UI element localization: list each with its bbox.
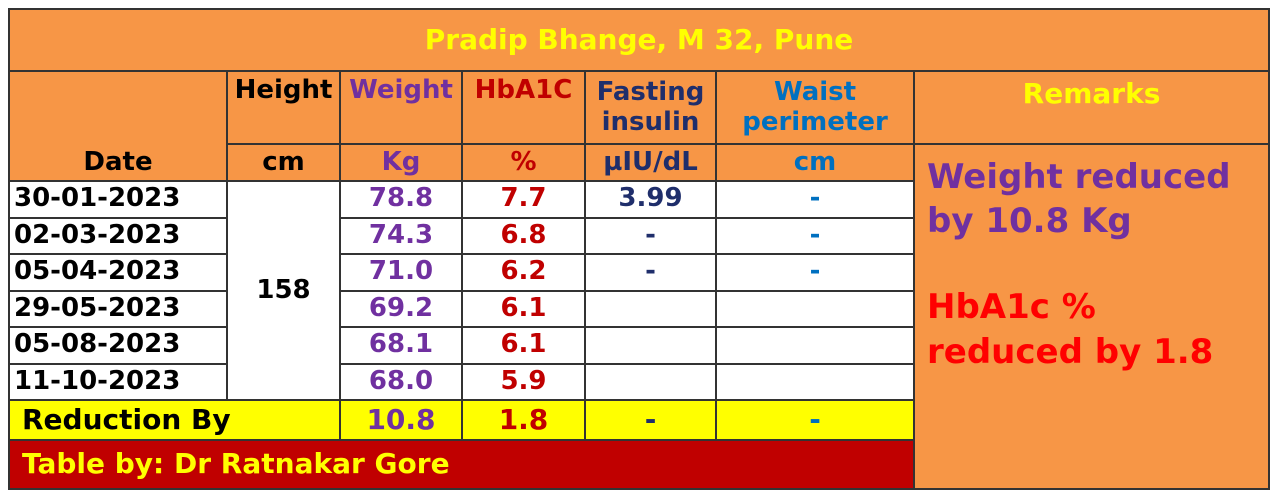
row-hba1c-cell: 5.9	[463, 364, 586, 401]
height-value: 158	[228, 182, 341, 401]
remark-weight: Weight reduced by 10.8 Kg	[927, 157, 1231, 242]
reduction-waist: -	[717, 401, 915, 441]
reduction-label: Reduction By	[10, 401, 341, 441]
row-date-cell: 05-04-2023	[10, 255, 228, 292]
reduction-weight: 10.8	[341, 401, 463, 441]
row-waist-cell: -	[717, 182, 915, 219]
header-date-label: Date	[83, 147, 153, 178]
results-table: Pradip Bhange, M 32, Pune Date Height We…	[8, 8, 1270, 490]
row-weight-cell: 71.0	[341, 255, 463, 292]
unit-hba1c: %	[463, 145, 586, 182]
row-date-cell: 29-05-2023	[10, 291, 228, 328]
header-height: Height	[228, 72, 341, 145]
row-weight-cell: 74.3	[341, 218, 463, 255]
row-date-cell: 30-01-2023	[10, 182, 228, 219]
row-waist-cell: -	[717, 255, 915, 292]
row-waist-cell: -	[717, 218, 915, 255]
row-fasting-cell	[586, 364, 717, 401]
row-hba1c-cell: 6.1	[463, 291, 586, 328]
reduction-fasting: -	[586, 401, 717, 441]
row-date-cell: 11-10-2023	[10, 364, 228, 401]
row-weight-cell: 69.2	[341, 291, 463, 328]
remark-hba1c: HbA1c % reduced by 1.8	[927, 287, 1214, 372]
remarks-panel: Weight reduced by 10.8 Kg HbA1c % reduce…	[915, 145, 1268, 488]
row-weight-cell: 78.8	[341, 182, 463, 219]
row-date-cell: 02-03-2023	[10, 218, 228, 255]
footer-credit: Table by: Dr Ratnakar Gore	[10, 441, 915, 488]
table-title: Pradip Bhange, M 32, Pune	[10, 10, 1268, 72]
row-fasting-cell	[586, 328, 717, 365]
row-waist-cell	[717, 364, 915, 401]
row-date-cell: 05-08-2023	[10, 328, 228, 365]
row-fasting-cell: -	[586, 218, 717, 255]
header-hba1c: HbA1C	[463, 72, 586, 145]
row-fasting-cell: 3.99	[586, 182, 717, 219]
unit-height: cm	[228, 145, 341, 182]
header-waist-perimeter: Waist perimeter	[717, 72, 915, 145]
header-remarks: Remarks	[915, 72, 1268, 145]
row-hba1c-cell: 6.1	[463, 328, 586, 365]
row-hba1c-cell: 6.8	[463, 218, 586, 255]
row-fasting-cell: -	[586, 255, 717, 292]
row-hba1c-cell: 7.7	[463, 182, 586, 219]
row-weight-cell: 68.0	[341, 364, 463, 401]
header-date: Date	[10, 72, 228, 182]
unit-weight: Kg	[341, 145, 463, 182]
unit-fasting: µIU/dL	[586, 145, 717, 182]
row-weight-cell: 68.1	[341, 328, 463, 365]
reduction-hba1c: 1.8	[463, 401, 586, 441]
row-waist-cell	[717, 291, 915, 328]
unit-waist: cm	[717, 145, 915, 182]
row-fasting-cell	[586, 291, 717, 328]
row-waist-cell	[717, 328, 915, 365]
header-weight: Weight	[341, 72, 463, 145]
row-hba1c-cell: 6.2	[463, 255, 586, 292]
header-fasting-insulin: Fasting insulin	[586, 72, 717, 145]
